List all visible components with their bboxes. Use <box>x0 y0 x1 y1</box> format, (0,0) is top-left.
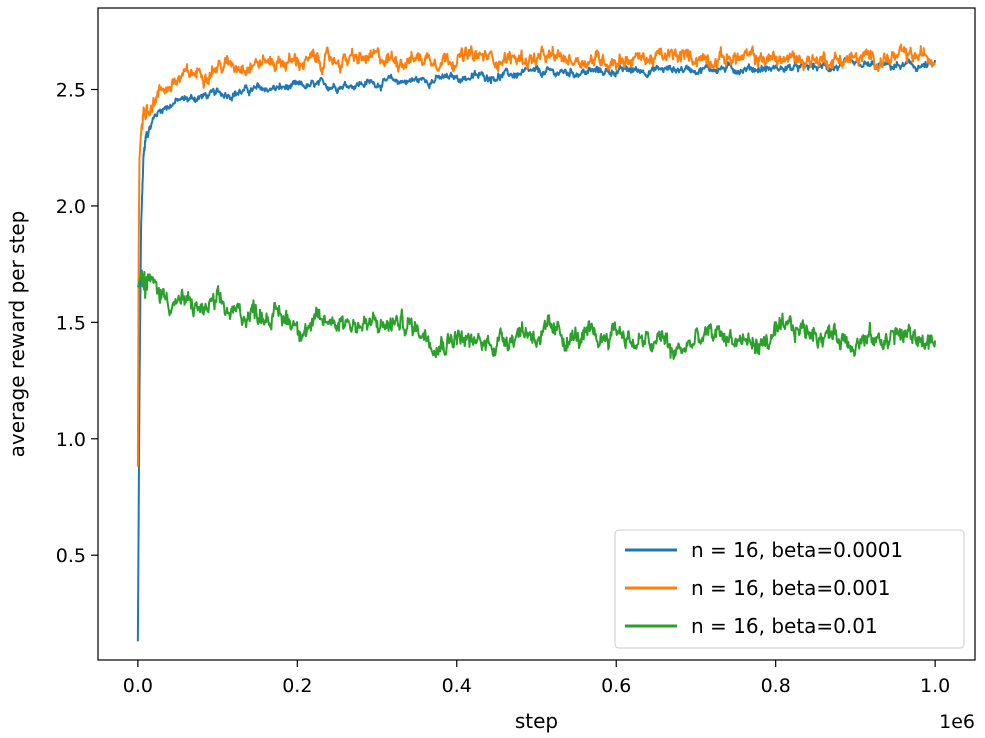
x-axis-offset-label: 1e6 <box>939 711 975 733</box>
x-tick-label: 0.2 <box>282 675 312 697</box>
y-tick-label: 1.5 <box>56 312 86 334</box>
x-tick-label: 0.4 <box>442 675 472 697</box>
axes-frame <box>97 7 976 661</box>
x-tick-label: 0.8 <box>761 675 791 697</box>
x-axis-label: step <box>515 709 558 733</box>
legend: n = 16, beta=0.0001 n = 16, beta=0.001 n… <box>614 529 965 649</box>
y-tick-label: 0.5 <box>56 545 86 567</box>
y-tick-label: 1.0 <box>56 429 86 451</box>
series-layer <box>136 43 937 642</box>
x-tick-label: 1.0 <box>920 675 950 697</box>
legend-label-beta-0.001: n = 16, beta=0.001 <box>691 576 890 600</box>
y-axis-label: average reward per step <box>5 211 29 458</box>
legend-label-beta-0.0001: n = 16, beta=0.0001 <box>691 538 903 562</box>
y-tick-label: 2.5 <box>56 80 86 102</box>
series-line-2 <box>136 269 937 360</box>
series-line-1 <box>136 43 936 467</box>
y-tick-label: 2.0 <box>56 196 86 218</box>
legend-label-beta-0.01: n = 16, beta=0.01 <box>691 614 878 638</box>
x-tick-label: 0.0 <box>123 675 153 697</box>
x-tick-label: 0.6 <box>601 675 631 697</box>
ticks-layer: 0.0 0.2 0.4 0.6 0.8 1.0 0.5 1.0 1.5 2.0 2.5 <box>56 80 950 698</box>
legend-box <box>614 529 965 649</box>
